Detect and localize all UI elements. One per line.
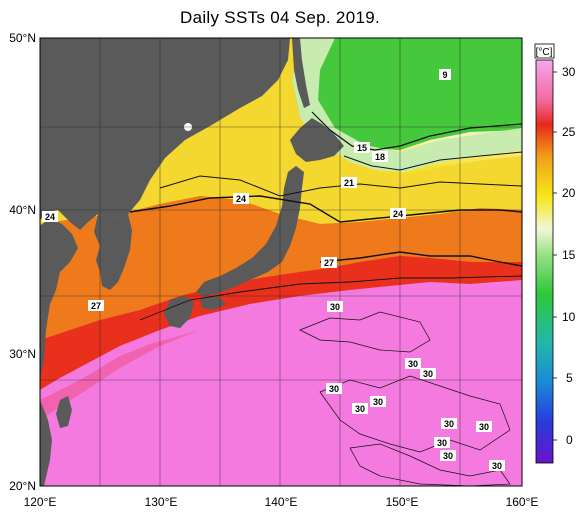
contour-label-bg — [326, 383, 342, 394]
contour-label-bg — [489, 460, 505, 471]
shikoku-island — [200, 296, 226, 310]
colorbar-tick-label: 20 — [562, 186, 576, 200]
china-coast-south — [40, 400, 52, 486]
asia-mainland — [40, 38, 290, 230]
tropical-water-region — [40, 280, 522, 486]
contour-label-bg — [476, 421, 492, 432]
kyushu-island — [164, 296, 194, 328]
china-coast — [40, 218, 78, 380]
map-title: Daily SSTs 04 Sep. 2019. — [180, 8, 380, 27]
lon-label: 120°E — [24, 495, 57, 509]
contour-label: 30 — [437, 438, 447, 448]
lon-label: 150°E — [386, 495, 419, 509]
colorbar-tick-label: 0 — [566, 433, 573, 447]
korea-peninsula — [94, 214, 132, 290]
colorbar-unit-box — [534, 43, 555, 59]
cold-water-region — [312, 38, 522, 150]
contour-label-bg — [352, 403, 368, 414]
contour-label-bg — [341, 177, 357, 188]
contour-label: 30 — [443, 451, 453, 461]
contour-label: 24 — [45, 212, 55, 222]
lat-label: 30°N — [9, 347, 36, 361]
colorbar-tick-label: 10 — [562, 310, 576, 324]
contour-label-bg — [420, 368, 436, 379]
isotherm-line — [299, 311, 431, 353]
hokkaido-island — [290, 118, 344, 162]
warm-water-region — [40, 196, 522, 340]
contour-label-bg — [42, 211, 58, 222]
colorbar-tick-label: 15 — [562, 248, 576, 262]
contour-label-bg — [441, 418, 457, 429]
contour-label: 24 — [236, 194, 246, 204]
lon-label: 160°E — [506, 495, 539, 509]
colorbar-tick-label: 5 — [566, 371, 573, 385]
colorbar-tick-marks — [553, 71, 557, 441]
isotherm-line — [319, 375, 511, 453]
contour-label-bg — [372, 151, 388, 162]
contour-label: 30 — [492, 461, 502, 471]
graticule — [40, 38, 522, 486]
contour-label: 30 — [423, 369, 433, 379]
hot-water-region — [40, 256, 522, 390]
isotherm-line — [311, 111, 522, 151]
contour-label-group: 9 15 18 21 24 24 24 27 27 30 30 30 — [42, 69, 505, 471]
map-frame — [39, 37, 523, 487]
colorbar-tick-label: 30 — [562, 65, 576, 79]
contour-label-bg — [439, 69, 451, 80]
contour-label: 30 — [408, 359, 418, 369]
isotherm-line — [139, 275, 522, 321]
contour-label-bg — [354, 142, 370, 153]
contour-label: 30 — [330, 302, 340, 312]
contour-label-bg — [434, 437, 450, 448]
contour-label-bg — [321, 257, 337, 268]
lat-label: 20°N — [9, 479, 36, 493]
colorbar-scale — [535, 59, 554, 464]
lat-label: 40°N — [9, 203, 36, 217]
contour-label: 30 — [355, 404, 365, 414]
contour-label: 30 — [444, 419, 454, 429]
contour-label-bg — [370, 396, 386, 407]
isotherm-line — [349, 443, 511, 486]
colorbar-unit: [°C] — [536, 47, 553, 58]
contour-label-bg — [233, 193, 249, 204]
contour-label: 24 — [393, 209, 403, 219]
contour-label-bg — [405, 358, 421, 369]
contour-label: 27 — [324, 258, 334, 268]
contour-label-bg — [88, 300, 104, 311]
lon-label: 140°E — [265, 495, 298, 509]
isotherm-line — [129, 195, 522, 223]
isotherm-line — [159, 175, 522, 197]
colorbar: [°C] 30 25 20 15 10 5 0 — [534, 43, 576, 464]
contour-label: 9 — [442, 70, 447, 80]
colorbar-tick-label: 25 — [562, 125, 576, 139]
contour-label: 30 — [373, 397, 383, 407]
isotherm-contours — [129, 111, 522, 486]
contour-label: 30 — [479, 422, 489, 432]
contour-label: 27 — [91, 301, 101, 311]
contour-label: 21 — [344, 178, 354, 188]
lat-label: 50°N — [9, 31, 36, 45]
contour-label-bg — [327, 301, 343, 312]
cool-water-region — [292, 38, 522, 172]
contour-label: 30 — [329, 384, 339, 394]
sakhalin-island — [292, 38, 310, 108]
contour-label-bg — [390, 208, 406, 219]
contour-label-bg — [440, 450, 456, 461]
taiwan-island — [56, 396, 72, 428]
lon-label: 130°E — [145, 495, 178, 509]
honshu-island — [196, 166, 304, 296]
isotherm-line — [343, 151, 522, 171]
contour-label: 18 — [375, 152, 385, 162]
contour-label: 15 — [357, 143, 367, 153]
isotherm-line — [319, 251, 522, 267]
